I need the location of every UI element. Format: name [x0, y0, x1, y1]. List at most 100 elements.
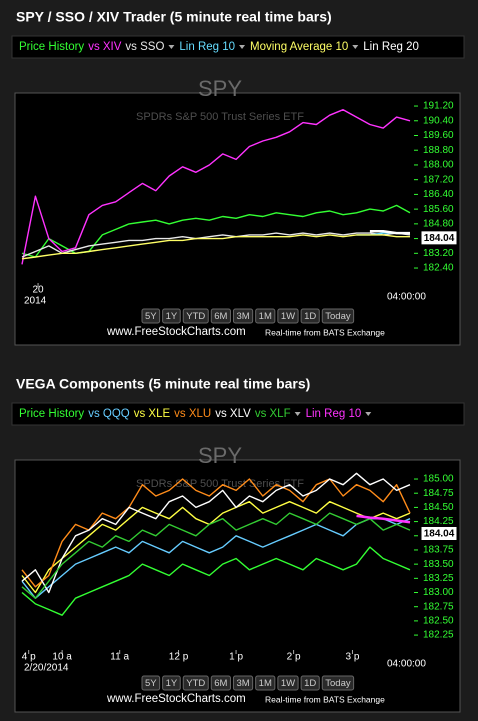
legend-bar [11, 402, 465, 426]
range-button-label[interactable]: 1W [281, 678, 295, 689]
legend-entry[interactable]: vs QQQ [88, 408, 130, 420]
y-tick-label: 183.25 [423, 573, 454, 584]
dropdown-arrow[interactable] [294, 412, 301, 416]
legend-entry[interactable]: vs XLF [255, 408, 291, 420]
range-button-label[interactable]: Today [325, 678, 351, 689]
watermark: SPY [198, 76, 242, 101]
series-line [21, 109, 411, 265]
y-tick-label: 182.25 [423, 630, 454, 641]
series-line [21, 546, 411, 616]
range-button-label[interactable]: 6M [214, 311, 227, 322]
range-button-label[interactable]: 1Y [166, 678, 178, 689]
range-button-label[interactable]: YTD [186, 678, 205, 689]
last-price-box [420, 526, 458, 542]
watermark: SPY [198, 443, 242, 468]
range-button[interactable] [182, 675, 209, 691]
series-line [369, 229, 410, 235]
y-tick-label: 183.20 [423, 248, 454, 259]
dropdown-arrow[interactable] [168, 45, 175, 49]
x-tick-label: 11 a [110, 652, 129, 663]
chart-frame [14, 459, 461, 713]
range-button[interactable] [255, 308, 276, 324]
range-button[interactable] [277, 675, 299, 691]
y-tick-label: 187.20 [423, 174, 454, 185]
legend-entry[interactable]: Lin Reg 10 [306, 408, 362, 420]
legend-entry[interactable]: vs XLE [134, 408, 171, 420]
range-button-label[interactable]: 1D [304, 678, 316, 689]
panel-title: VEGA Components (5 minute real time bars… [16, 376, 310, 392]
legend-entry[interactable]: vs XLU [174, 408, 211, 420]
series-line [21, 518, 411, 599]
range-button[interactable] [182, 308, 209, 324]
legend-entry[interactable]: Price History [19, 408, 84, 420]
panel-title: SPY / SSO / XIV Trader (5 minute real ti… [16, 9, 332, 25]
range-button-label[interactable]: 1M [259, 678, 272, 689]
range-button-label[interactable]: YTD [186, 311, 205, 322]
dropdown-arrow[interactable] [239, 45, 246, 49]
chart-frame [14, 92, 461, 346]
range-button-label[interactable]: 3M [236, 678, 249, 689]
range-button-label[interactable]: Today [325, 311, 351, 322]
range-button[interactable] [300, 675, 320, 691]
range-button[interactable] [321, 308, 355, 324]
range-button[interactable] [210, 675, 231, 691]
legend-entry[interactable]: Lin Reg 10 [179, 41, 235, 53]
series-line [21, 472, 411, 594]
y-tick-label: 188.80 [423, 145, 454, 156]
range-button-label[interactable]: 1Y [166, 311, 178, 322]
site-link[interactable]: www.FreeStockCharts.com [106, 326, 246, 338]
range-button[interactable] [300, 308, 320, 324]
y-tick-label: 183.50 [423, 559, 454, 570]
range-button-label[interactable]: 3M [236, 311, 249, 322]
watermark-subtitle: SPDRs S&P 500 Trust Series ETF [136, 478, 304, 490]
dropdown-arrow[interactable] [352, 45, 359, 49]
y-tick-label: 189.60 [423, 130, 454, 141]
range-button[interactable] [162, 308, 181, 324]
site-link[interactable]: www.FreeStockCharts.com [106, 693, 246, 705]
data-source: Real-time from BATS Exchange [265, 694, 385, 704]
date-label: 2/20/2014 [24, 663, 69, 674]
range-button[interactable] [321, 675, 355, 691]
series-line [21, 501, 411, 594]
x-tick-label: 3 p [346, 652, 360, 663]
series-line [21, 234, 410, 260]
range-button[interactable] [277, 308, 299, 324]
time-label: 04:00:00 [387, 659, 426, 670]
legend-entry[interactable]: Price History [19, 41, 84, 53]
range-button[interactable] [255, 675, 276, 691]
range-button-label[interactable]: 5Y [145, 678, 157, 689]
range-button-label[interactable]: 1M [259, 311, 272, 322]
range-button-label[interactable]: 6M [214, 678, 227, 689]
legend-entry[interactable]: Moving Average 10 [250, 41, 348, 53]
legend-entry[interactable]: vs XIV [88, 41, 122, 53]
legend-entry[interactable]: vs XLV [215, 408, 251, 420]
series-line [21, 232, 411, 258]
x-tick-label: 10 a [52, 652, 72, 663]
x-tick-label: 4 p [22, 652, 36, 663]
y-tick-label: 183.00 [423, 587, 454, 598]
y-tick-label: 183.75 [423, 545, 454, 556]
x-tick-label: 1 p [229, 652, 243, 663]
y-tick-label: 182.50 [423, 616, 454, 627]
series-line [21, 512, 411, 599]
data-source: Real-time from BATS Exchange [265, 327, 385, 337]
legend-entry[interactable]: Lin Reg 20 [363, 41, 419, 53]
range-button[interactable] [232, 675, 254, 691]
range-button-label[interactable]: 1W [281, 311, 295, 322]
y-tick-label: 184.75 [423, 488, 454, 499]
last-price-label: 184.04 [424, 529, 455, 540]
range-button[interactable] [162, 675, 181, 691]
dropdown-arrow[interactable] [365, 412, 372, 416]
date-label: 2014 [24, 296, 47, 307]
range-button-label[interactable]: 5Y [145, 311, 157, 322]
y-tick-label: 182.40 [423, 263, 454, 274]
range-button[interactable] [210, 308, 231, 324]
time-label: 04:00:00 [387, 292, 426, 303]
legend-entry[interactable]: vs SSO [125, 41, 164, 53]
range-button-label[interactable]: 1D [304, 311, 316, 322]
range-button[interactable] [141, 308, 161, 324]
range-button[interactable] [141, 675, 161, 691]
series-line [21, 478, 411, 588]
range-button[interactable] [232, 308, 254, 324]
